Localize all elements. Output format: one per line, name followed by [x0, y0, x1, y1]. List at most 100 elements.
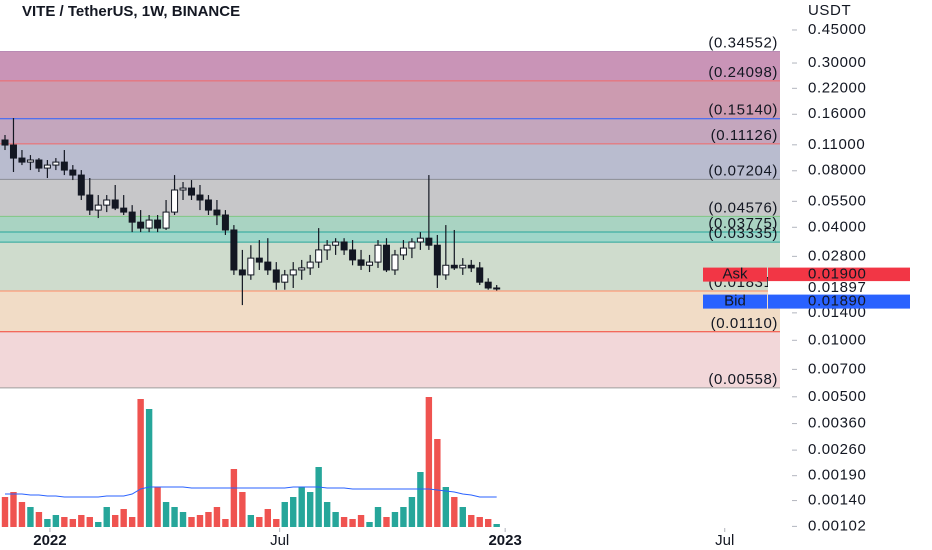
- price-tag-name-box: [703, 267, 767, 282]
- candle-body: [349, 249, 357, 261]
- y-tick-label: 0.00140: [808, 492, 866, 509]
- fib-label: (0.04576): [708, 199, 778, 216]
- volume-bar: [205, 512, 212, 527]
- candle-body: [69, 169, 77, 176]
- volume-bar: [290, 497, 297, 527]
- candle-body: [18, 157, 26, 163]
- y-tick-label: 0.22000: [808, 79, 866, 96]
- volume-bar: [408, 497, 416, 527]
- chart-title: VITE / TetherUS, 1W, BINANCE: [22, 3, 240, 20]
- candle-body: [467, 264, 475, 269]
- volume-bar: [298, 487, 305, 527]
- candle-body: [103, 199, 111, 206]
- volume-bar: [417, 472, 424, 527]
- candle-body: [162, 211, 170, 229]
- fib-label: (0.34552): [708, 34, 778, 51]
- candle-body: [77, 174, 85, 196]
- candle-body: [230, 229, 238, 271]
- candle-body: [145, 219, 153, 229]
- fib-label: (0.11126): [711, 127, 778, 144]
- x-tick-label: 2022: [33, 532, 66, 549]
- volume-bar: [451, 497, 458, 527]
- y-tick-label: 0.04000: [808, 218, 866, 235]
- y-tick-label: 0.08000: [808, 162, 866, 179]
- candle-body: [60, 161, 68, 171]
- candle-body: [366, 261, 374, 266]
- candle-body: [264, 261, 272, 271]
- price-tag-box: [768, 294, 910, 309]
- candle-body: [86, 194, 94, 211]
- volume-bar: [323, 502, 331, 527]
- candle-body: [154, 219, 162, 229]
- volume-bar: [44, 519, 51, 527]
- volume-bar: [306, 492, 314, 527]
- candle-body: [255, 257, 263, 263]
- candle-body: [315, 249, 323, 263]
- volume-ma-line: [5, 486, 497, 498]
- y-tick-label: 0.01000: [808, 331, 866, 348]
- candle-body: [391, 254, 399, 271]
- y-tick-label: 0.05500: [808, 192, 866, 209]
- candle-body: [306, 261, 314, 269]
- candle-body: [442, 264, 450, 276]
- y-tick-label: 0.30000: [808, 54, 866, 71]
- volume-bar: [128, 517, 136, 527]
- volume-bar: [145, 409, 153, 527]
- fib-label: (0.07204): [708, 162, 778, 179]
- volume-bar: [230, 469, 238, 527]
- fib-band: [0, 232, 780, 243]
- fib-band: [0, 179, 780, 217]
- candle-body: [9, 144, 17, 159]
- price-tag-name: Ask: [722, 266, 748, 283]
- volume-bar: [391, 512, 399, 527]
- volume-bar: [357, 515, 365, 527]
- fib-label: (0.15140): [708, 102, 778, 119]
- candle-body: [26, 159, 34, 163]
- volume-bar: [179, 512, 187, 527]
- x-tick-label: Jul: [715, 532, 734, 549]
- y-tick-label: 0.16000: [808, 105, 866, 122]
- volume-bar: [213, 507, 221, 527]
- fib-label: (0.01110): [711, 315, 778, 332]
- fib-band: [0, 290, 780, 332]
- candle-body: [450, 264, 458, 269]
- y-tick-label: 0.45000: [808, 21, 866, 38]
- volume-bar: [485, 519, 492, 527]
- price-tag-label: 0.01890: [808, 293, 866, 310]
- candle-body: [433, 244, 441, 276]
- volume-bar: [366, 522, 373, 527]
- candle-body: [221, 214, 229, 231]
- y-tick-label: 0.02800: [808, 247, 866, 264]
- volume-bar: [476, 517, 483, 527]
- volume-bar: [264, 509, 271, 527]
- candle-body: [120, 207, 128, 213]
- volume-bar: [468, 515, 475, 527]
- candle-body: [476, 267, 484, 283]
- volume-bar: [434, 439, 441, 527]
- plot-area: (0.34552) (0.24098) (0.15140) (0.11126) (0.0…: [0, 34, 780, 527]
- candle-body: [171, 189, 179, 213]
- volume-bar: [103, 507, 110, 527]
- candle-body: [323, 244, 331, 251]
- fib-band: [0, 242, 780, 291]
- fib-label: (0.24098): [708, 64, 778, 81]
- volume-bar: [459, 507, 466, 527]
- volume-bar: [281, 502, 288, 527]
- volume-bar: [493, 524, 500, 527]
- volume-bar: [222, 519, 229, 527]
- volume-bar: [137, 399, 144, 527]
- candle-body: [493, 287, 501, 290]
- volume-bar: [171, 507, 178, 527]
- candle-body: [272, 269, 280, 283]
- x-tick-label: 2023: [488, 532, 521, 549]
- candle-body: [196, 194, 204, 201]
- y-tick-label: 0.00500: [808, 388, 866, 405]
- volume-bar: [95, 522, 102, 527]
- candle-body: [459, 264, 467, 269]
- candle-body: [357, 259, 365, 266]
- volume-bar: [112, 515, 119, 527]
- volume-bar: [332, 512, 339, 527]
- y-tick-label: 0.00190: [808, 467, 866, 484]
- volume-bar: [78, 515, 85, 527]
